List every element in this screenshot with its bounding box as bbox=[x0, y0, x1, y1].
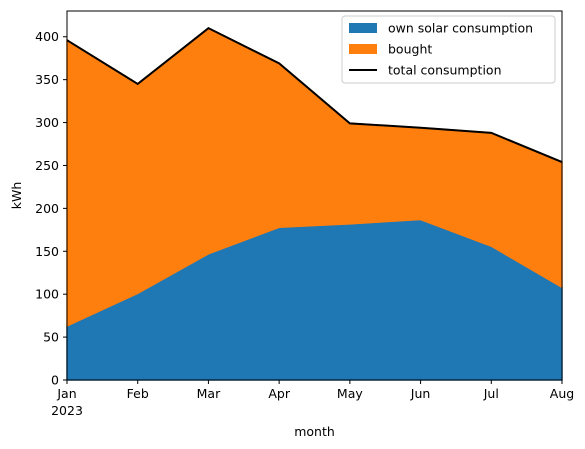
y-tick-label: 150 bbox=[35, 244, 59, 259]
legend-label: total consumption bbox=[388, 63, 502, 78]
legend-swatch bbox=[349, 44, 377, 54]
x-tick-label: Aug bbox=[550, 386, 574, 401]
y-axis-label: kWh bbox=[9, 182, 24, 210]
y-tick-label: 300 bbox=[35, 115, 59, 130]
x-tick-label: Feb bbox=[127, 386, 149, 401]
y-tick-label: 0 bbox=[51, 373, 59, 388]
plot-frame bbox=[66, 10, 563, 381]
x-tick-label: Jan bbox=[56, 386, 76, 401]
x-axis-label: month bbox=[294, 424, 335, 439]
total-consumption-line bbox=[66, 26, 563, 163]
x-tick-label: Mar bbox=[197, 386, 221, 401]
y-tick-label: 350 bbox=[35, 72, 59, 87]
y-tick-label: 250 bbox=[35, 158, 59, 173]
legend-box bbox=[341, 15, 556, 84]
x-tick-label: Jun bbox=[410, 386, 431, 401]
legend-label: own solar consumption bbox=[388, 21, 533, 36]
y-axis: 0 50 100 150 200 250 300 350 400 bbox=[35, 29, 67, 388]
legend-label: bought bbox=[388, 42, 432, 57]
y-tick-label: 400 bbox=[35, 29, 59, 44]
y-tick-label: 50 bbox=[43, 330, 59, 345]
x-tick-label: May bbox=[337, 386, 363, 401]
legend: own solar consumption bought total consump… bbox=[341, 15, 556, 84]
y-tick-label: 200 bbox=[35, 201, 59, 216]
x-tick-label: Apr bbox=[268, 386, 290, 401]
y-tick-label: 100 bbox=[35, 287, 59, 302]
legend-swatch bbox=[349, 23, 377, 33]
x-axis: Jan Feb Mar Apr May Jun Jul Aug 2023 bbox=[51, 380, 574, 418]
x-tick-label: Jul bbox=[483, 386, 499, 401]
x-year-label: 2023 bbox=[51, 403, 83, 418]
total-line-layer bbox=[66, 26, 563, 163]
